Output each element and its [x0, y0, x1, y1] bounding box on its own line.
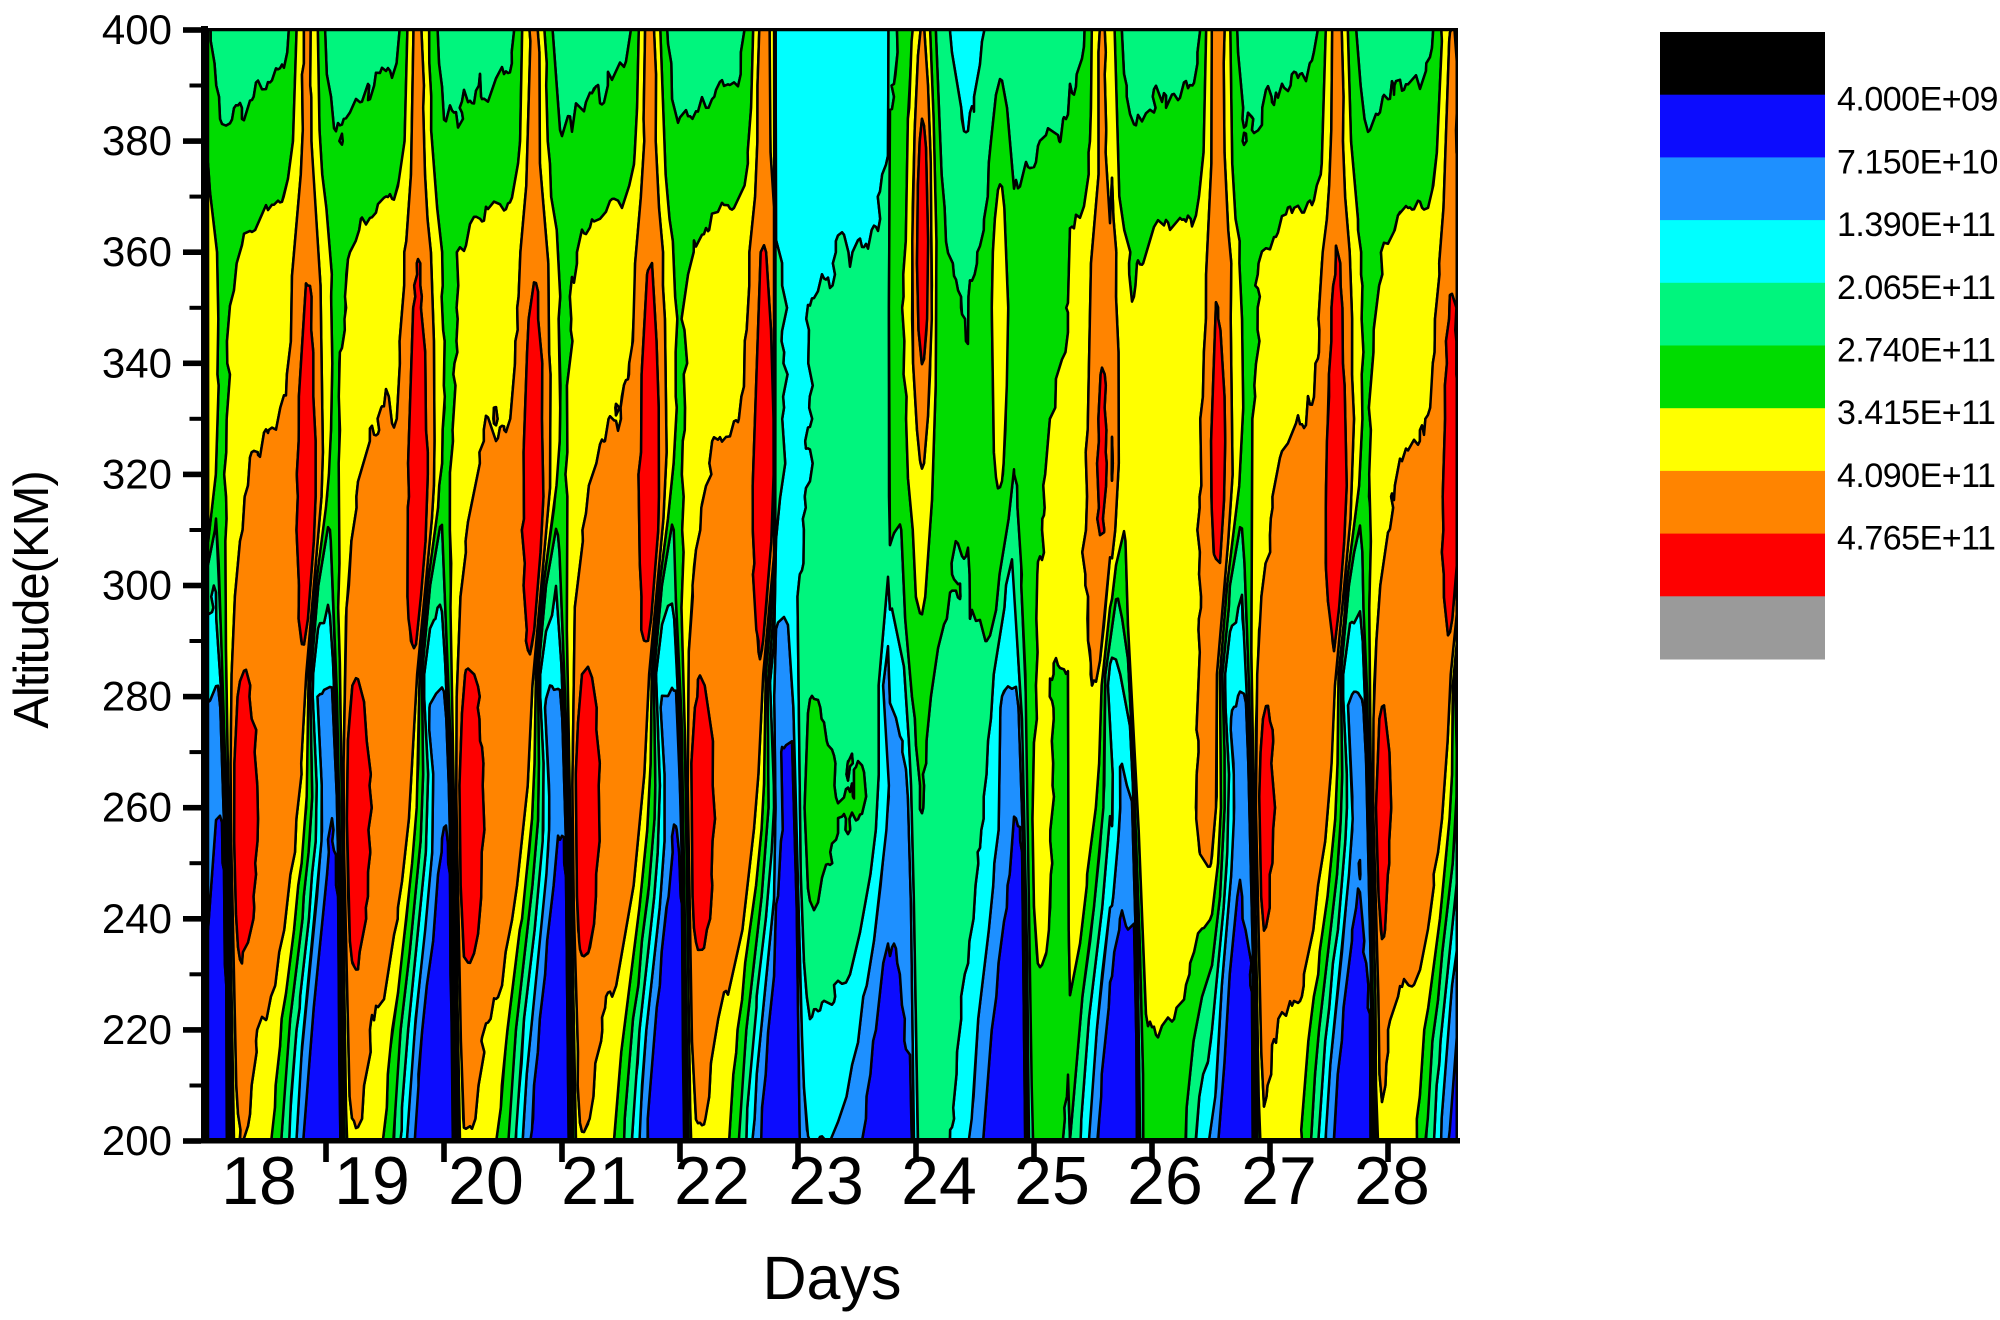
svg-text:240: 240	[102, 895, 172, 942]
svg-text:260: 260	[102, 784, 172, 831]
svg-text:2.740E+11: 2.740E+11	[1837, 332, 1995, 370]
svg-text:220: 220	[102, 1006, 172, 1053]
svg-text:20: 20	[448, 1143, 524, 1219]
svg-text:300: 300	[102, 562, 172, 609]
svg-text:3.415E+11: 3.415E+11	[1837, 394, 1995, 432]
svg-text:27: 27	[1241, 1143, 1317, 1219]
svg-text:26: 26	[1127, 1143, 1203, 1219]
svg-text:23: 23	[788, 1143, 864, 1219]
svg-text:7.150E+10: 7.150E+10	[1837, 143, 1998, 181]
svg-text:4.090E+11: 4.090E+11	[1837, 457, 1995, 495]
svg-text:24: 24	[901, 1143, 977, 1219]
svg-text:400: 400	[102, 6, 172, 53]
svg-text:19: 19	[334, 1143, 410, 1219]
svg-text:320: 320	[102, 450, 172, 497]
svg-text:Days: Days	[763, 1244, 902, 1312]
svg-text:25: 25	[1014, 1143, 1090, 1219]
svg-text:340: 340	[102, 339, 172, 386]
svg-text:360: 360	[102, 228, 172, 275]
svg-text:18: 18	[221, 1143, 297, 1219]
svg-text:4.765E+11: 4.765E+11	[1837, 520, 1995, 558]
svg-text:2.065E+11: 2.065E+11	[1837, 269, 1995, 307]
svg-text:22: 22	[674, 1143, 750, 1219]
svg-text:21: 21	[561, 1143, 637, 1219]
svg-text:Altitude(KM): Altitude(KM)	[5, 471, 59, 729]
svg-text:280: 280	[102, 673, 172, 720]
svg-text:4.000E+09: 4.000E+09	[1837, 81, 1998, 119]
svg-text:28: 28	[1354, 1143, 1430, 1219]
svg-text:200: 200	[102, 1117, 172, 1164]
svg-text:380: 380	[102, 117, 172, 164]
svg-text:1.390E+11: 1.390E+11	[1837, 206, 1995, 244]
